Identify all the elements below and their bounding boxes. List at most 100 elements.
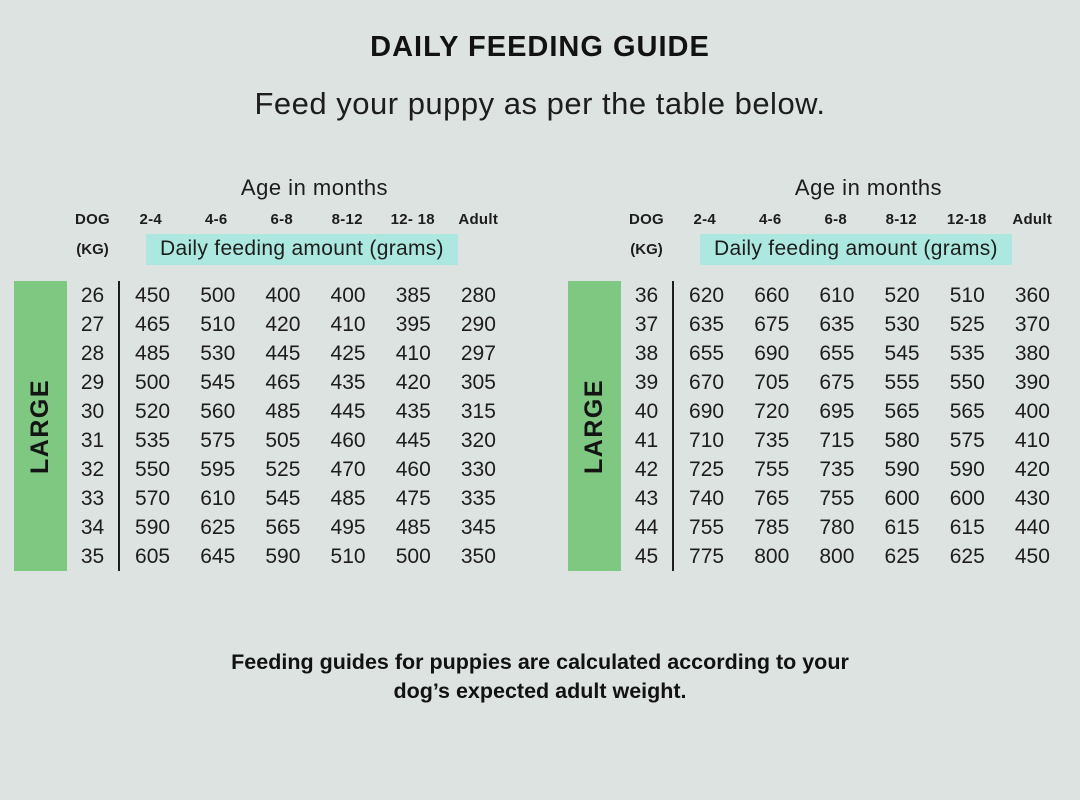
feeding-table-large-26-35-kg: Age in months DOG 2-4 4-6 6-8 8-12 12- 18 Adu… [14,175,511,571]
page-subtitle: Feed your puppy as per the table below. [254,86,826,121]
dog-weight-kg: 26 [80,284,105,307]
table-row: 725 755 735 590 590 420 [674,455,1065,484]
dog-weight-kg: 32 [80,458,105,481]
feeding-amount-value: 420 [1014,458,1050,481]
feeding-amount-value: 410 [1014,429,1050,452]
feeding-amount-value: 505 [265,429,301,452]
feeding-amount-value: 465 [265,371,301,394]
feeding-amount-value: 450 [135,284,171,307]
dog-weight-kg: 35 [80,545,105,568]
feeding-amount-value: 380 [1014,342,1050,365]
feeding-amount-value: 305 [460,371,496,394]
feeding-amount-value: 800 [819,545,855,568]
feeding-amount-value: 710 [689,429,725,452]
table-row: 740 765 755 600 600 430 [674,484,1065,513]
feeding-amount-value: 485 [265,400,301,423]
feeding-amount-value: 525 [265,458,301,481]
feeding-amount-value: 565 [949,400,985,423]
table-row: 550 595 525 470 460 330 [120,455,511,484]
feeding-amount-value: 655 [819,342,855,365]
dog-weight-kg: 29 [80,371,105,394]
feeding-amount-value: 500 [200,284,236,307]
feeding-amount-value: 460 [395,458,431,481]
table-row: 590 625 565 495 485 345 [120,513,511,542]
feeding-amount-value: 595 [200,458,236,481]
age-column-header: 4-6 [758,211,782,228]
feeding-amount-value: 675 [819,371,855,394]
feeding-amount-value: 625 [200,516,236,539]
feeding-amount-value: 670 [689,371,725,394]
table-row: 450 500 400 400 385 280 [120,281,511,310]
feeding-amount-value: 695 [819,400,855,423]
feeding-amount-value: 420 [265,313,301,336]
age-column-header: 2-4 [139,211,163,228]
feeding-amount-value: 635 [819,313,855,336]
table-row: 620 660 610 520 510 360 [674,281,1065,310]
dog-weight-kg: 41 [634,429,659,452]
feeding-amount-value: 785 [754,516,790,539]
dog-column-header: DOG [628,211,665,228]
feeding-amount-value: 485 [330,487,366,510]
size-band-large: LARGE [14,281,67,571]
age-in-months-label: Age in months [240,175,389,200]
table-row: 775 800 800 625 625 450 [674,542,1065,571]
feeding-amount-value: 400 [1014,400,1050,423]
dog-weight-kg: 33 [80,487,105,510]
feeding-amount-value: 330 [460,458,496,481]
feeding-amount-value: 297 [460,342,496,365]
feeding-amount-value: 510 [200,313,236,336]
feeding-amount-value: 600 [884,487,920,510]
age-column-header: 8-12 [331,211,363,228]
feeding-amount-value: 435 [395,400,431,423]
feeding-amount-value: 530 [884,313,920,336]
size-band-large: LARGE [568,281,621,571]
dog-weight-kg: 34 [80,516,105,539]
feeding-amount-value: 410 [395,342,431,365]
dog-weight-kg: 40 [634,400,659,423]
dog-weight-kg: 42 [634,458,659,481]
feeding-amount-value: 280 [460,284,496,307]
feeding-amount-value: 590 [949,458,985,481]
feeding-amount-value: 755 [819,487,855,510]
feeding-amount-value: 510 [330,545,366,568]
feeding-amount-value: 520 [884,284,920,307]
feeding-amount-value: 615 [949,516,985,539]
dog-weight-kg: 28 [80,342,105,365]
table-body: LARGE 26 27 28 29 30 31 32 33 34 35 450 500 400 400 3… [14,281,511,571]
feeding-amount-value: 545 [884,342,920,365]
feeding-amount-value: 370 [1014,313,1050,336]
feeding-amount-value: 500 [135,371,171,394]
feeding-amount-value: 590 [265,545,301,568]
feeding-amount-value: 610 [819,284,855,307]
daily-feeding-amount-label: Daily feeding amount (grams) [146,233,458,265]
feeding-amount-value: 445 [395,429,431,452]
feeding-amount-value: 625 [884,545,920,568]
dog-weight-kg: 36 [634,284,659,307]
feeding-amount-value: 435 [330,371,366,394]
table-row: 485 530 445 425 410 297 [120,339,511,368]
dog-weight-kg: 44 [634,516,659,539]
feeding-values-grid: 450 500 400 400 385 280 465 510 420 410 395 290 485 5… [118,281,511,571]
table-row: 755 785 780 615 615 440 [674,513,1065,542]
dog-weight-kg: 27 [80,313,105,336]
feeding-amount-value: 675 [754,313,790,336]
feeding-amount-value: 400 [265,284,301,307]
kg-unit-row: (KG) Daily feeding amount (grams) [568,232,1065,266]
table-row: 570 610 545 485 475 335 [120,484,511,513]
dog-weight-kg: 30 [80,400,105,423]
feeding-amount-value: 570 [135,487,171,510]
feeding-amount-value: 445 [330,400,366,423]
table-row: 690 720 695 565 565 400 [674,397,1065,426]
feeding-amount-value: 735 [754,429,790,452]
age-column-header: 12-18 [946,211,987,228]
feeding-amount-value: 645 [200,545,236,568]
feeding-amount-value: 545 [200,371,236,394]
feeding-amount-value: 550 [135,458,171,481]
feeding-amount-value: 690 [689,400,725,423]
dog-weight-kg: 38 [634,342,659,365]
feeding-amount-value: 660 [754,284,790,307]
feeding-amount-value: 765 [754,487,790,510]
feeding-amount-value: 320 [460,429,496,452]
feeding-amount-value: 315 [460,400,496,423]
